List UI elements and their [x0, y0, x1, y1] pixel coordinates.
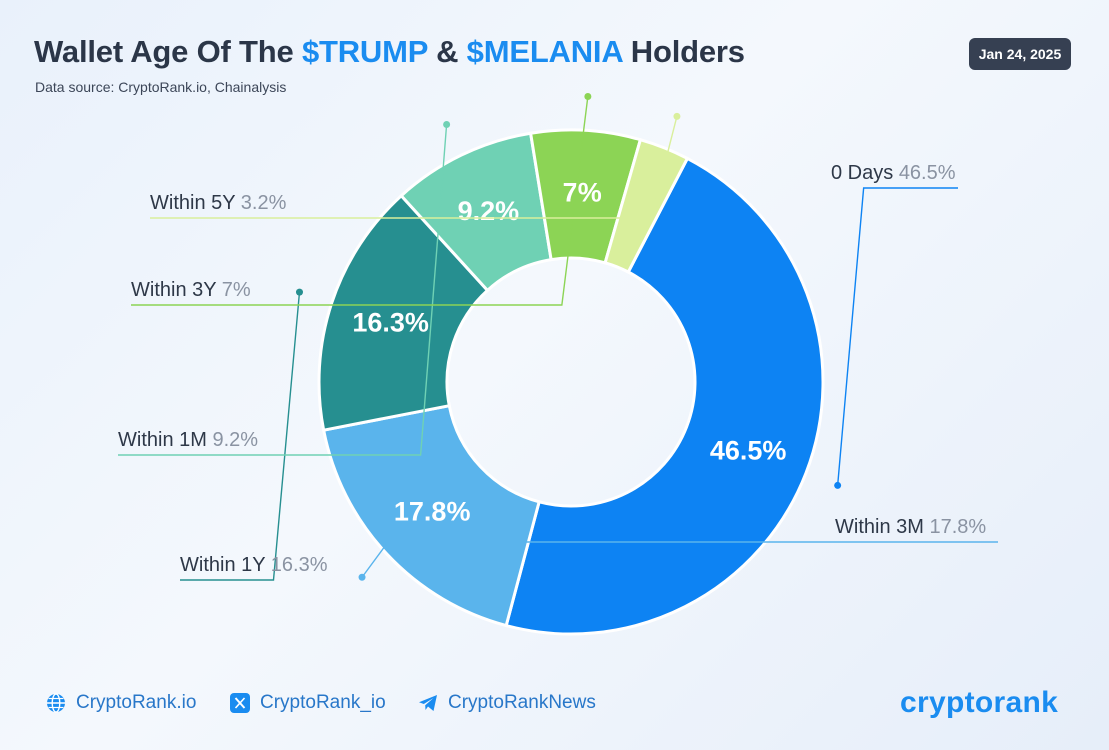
leader-line-within-3m: [361, 541, 998, 578]
leader-dot-within-3y: [584, 92, 592, 100]
callout-percent-within-1m: 9.2%: [212, 429, 258, 451]
callout-label-within-3m: Within 3M 17.8%: [835, 516, 986, 538]
callout-label-within-1y: Within 1Y 16.3%: [180, 554, 328, 576]
page-title: Wallet Age Of The $TRUMP & $MELANIA Hold…: [34, 34, 745, 70]
leader-dot-within-1y: [295, 288, 303, 296]
footer-website-label: CryptoRank.io: [76, 692, 197, 713]
leader-dot-within-3m: [358, 573, 366, 581]
callout-category-within-5y: Within 5Y: [150, 192, 241, 214]
slice-within-5y: [603, 137, 690, 275]
title-suffix: Holders: [622, 34, 745, 69]
slice-0-days: [504, 156, 825, 636]
slice-within-1y: [317, 193, 490, 432]
leader-line-0-days: [836, 187, 958, 486]
callout-percent-within-1y: 16.3%: [271, 554, 328, 576]
data-source-note: Data source: CryptoRank.io, Chainalysis: [35, 79, 287, 95]
leader-dot-0-days: [834, 481, 842, 489]
title-token-trump: $TRUMP: [301, 34, 428, 69]
slice-value-label-within-1y: 16.3%: [352, 307, 429, 337]
title-ampersand: &: [427, 34, 467, 69]
slice-value-label-within-3m: 17.8%: [394, 497, 471, 527]
callout-label-within-3y: Within 3Y 7%: [131, 279, 251, 301]
date-badge: Jan 24, 2025: [969, 38, 1071, 70]
callout-label-within-5y: Within 5Y 3.2%: [150, 192, 287, 214]
leader-line-within-1y: [180, 292, 301, 581]
donut-chart: 46.5%0 Days 46.5%17.8%Within 3M 17.8%16.…: [118, 92, 998, 636]
footer-telegram-label: CryptoRankNews: [448, 692, 596, 713]
slice-value-label-within-1m: 9.2%: [458, 196, 520, 226]
footer-twitter-label: CryptoRank_io: [260, 692, 386, 713]
callout-label-within-1m: Within 1M 9.2%: [118, 429, 258, 451]
title-token-melania: $MELANIA: [466, 34, 623, 69]
callout-percent-within-3y: 7%: [222, 279, 251, 301]
slice-value-label-within-3y: 7%: [563, 177, 602, 207]
callout-percent-within-3m: 17.8%: [929, 516, 986, 538]
telegram-icon: [419, 695, 437, 711]
x-twitter-icon: [230, 693, 250, 713]
cryptorank-logo: cryptorank: [900, 686, 1059, 719]
callout-category-within-1y: Within 1Y: [180, 554, 271, 576]
leader-line-within-1m: [118, 124, 448, 456]
callout-category-within-3y: Within 3Y: [131, 279, 222, 301]
title-prefix: Wallet Age Of The: [34, 34, 302, 69]
slice-value-label-0-days: 46.5%: [710, 436, 787, 466]
callout-category-0-days: 0 Days: [831, 162, 899, 184]
slice-within-3m: [321, 403, 541, 628]
callout-category-within-1m: Within 1M: [118, 429, 212, 451]
callout-label-0-days: 0 Days 46.5%: [831, 162, 956, 184]
footer-telegram-link[interactable]: CryptoRankNews: [418, 691, 596, 715]
leader-dot-within-1m: [443, 120, 451, 128]
footer-website-link[interactable]: CryptoRank.io: [46, 691, 196, 715]
globe-icon: [47, 693, 65, 713]
callout-category-within-3m: Within 3M: [835, 516, 929, 538]
leader-line-within-3y: [131, 96, 589, 306]
leader-line-within-5y: [150, 116, 678, 219]
footer-twitter-link[interactable]: CryptoRank_io: [230, 691, 386, 715]
leader-dot-within-5y: [673, 112, 681, 120]
callout-percent-0-days: 46.5%: [899, 162, 956, 184]
callout-percent-within-5y: 3.2%: [241, 192, 287, 214]
